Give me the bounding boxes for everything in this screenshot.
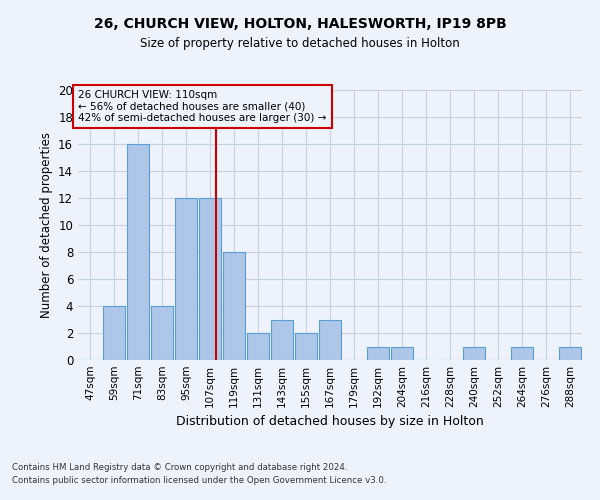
Bar [103, 306, 125, 360]
Bar [199, 198, 221, 360]
Bar [391, 346, 413, 360]
Text: Contains HM Land Registry data © Crown copyright and database right 2024.: Contains HM Land Registry data © Crown c… [12, 464, 347, 472]
Bar [295, 333, 317, 360]
Bar [223, 252, 245, 360]
Bar [319, 320, 341, 360]
Text: 26 CHURCH VIEW: 110sqm
← 56% of detached houses are smaller (40)
42% of semi-det: 26 CHURCH VIEW: 110sqm ← 56% of detached… [78, 90, 326, 123]
Text: Contains public sector information licensed under the Open Government Licence v3: Contains public sector information licen… [12, 476, 386, 485]
Bar [463, 346, 485, 360]
X-axis label: Distribution of detached houses by size in Holton: Distribution of detached houses by size … [176, 416, 484, 428]
Bar [271, 320, 293, 360]
Text: Size of property relative to detached houses in Holton: Size of property relative to detached ho… [140, 38, 460, 51]
Bar [127, 144, 149, 360]
Bar [511, 346, 533, 360]
Y-axis label: Number of detached properties: Number of detached properties [40, 132, 53, 318]
Bar [247, 333, 269, 360]
Bar [175, 198, 197, 360]
Bar [367, 346, 389, 360]
Bar [559, 346, 581, 360]
Text: 26, CHURCH VIEW, HOLTON, HALESWORTH, IP19 8PB: 26, CHURCH VIEW, HOLTON, HALESWORTH, IP1… [94, 18, 506, 32]
Bar [151, 306, 173, 360]
